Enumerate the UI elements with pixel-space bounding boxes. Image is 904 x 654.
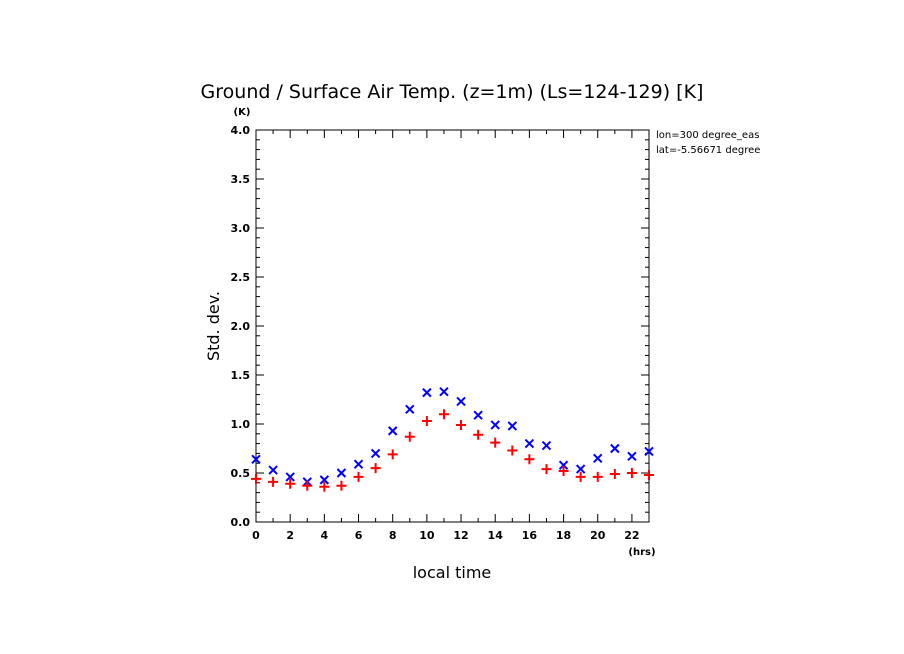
x-axis-unit: (hrs)	[628, 547, 655, 558]
plus-marker-point	[507, 445, 518, 456]
x-marker-point	[473, 410, 483, 420]
x-tick-label: 18	[556, 529, 571, 542]
plus-marker-point	[404, 431, 415, 442]
plus-marker-point	[558, 466, 569, 477]
plus-marker-point	[456, 419, 467, 430]
y-tick-label: 4.0	[231, 124, 251, 137]
y-axis-unit: (K)	[234, 107, 251, 118]
y-axis-label: Std. dev.	[204, 291, 223, 361]
plus-marker-point	[251, 473, 261, 484]
plus-marker-point	[592, 471, 603, 482]
y-tick-label: 3.0	[231, 222, 251, 235]
plus-marker-point	[575, 471, 586, 482]
plus-marker-point	[609, 468, 620, 479]
x-marker-point	[456, 396, 466, 407]
x-marker-point	[558, 460, 569, 470]
y-tick-label: 0.5	[231, 467, 251, 480]
x-tick-label: 6	[355, 529, 363, 542]
plus-marker-point	[421, 416, 432, 427]
x-marker-point	[610, 443, 620, 454]
plus-marker-point	[626, 468, 637, 478]
x-axis-label: local time	[413, 563, 492, 582]
y-tick-label: 2.5	[231, 271, 251, 284]
plus-marker-point	[268, 476, 279, 487]
x-marker-point	[593, 453, 603, 464]
x-tick-label: 8	[389, 529, 397, 542]
plus-marker-point	[490, 437, 501, 448]
x-marker-point	[422, 387, 432, 398]
x-marker-point	[644, 446, 654, 457]
plus-marker-point	[370, 463, 381, 474]
plus-marker-point	[319, 481, 330, 492]
x-tick-label: 0	[252, 529, 260, 542]
x-marker-point	[439, 386, 449, 397]
plus-marker-point	[541, 464, 552, 475]
x-marker-point	[405, 404, 415, 415]
x-marker-point	[285, 472, 295, 482]
chart-title: Ground / Surface Air Temp. (z=1m) (Ls=12…	[201, 81, 704, 103]
plus-marker-point	[473, 429, 484, 440]
x-tick-label: 4	[321, 529, 329, 542]
x-marker-point	[627, 451, 637, 462]
x-marker-point	[387, 426, 398, 436]
plus-marker-point	[644, 469, 654, 480]
x-marker-point	[507, 421, 518, 431]
x-tick-label: 12	[453, 529, 468, 542]
x-tick-label: 16	[522, 529, 538, 542]
x-marker-point	[490, 420, 500, 430]
plus-marker-point	[302, 480, 313, 491]
plus-marker-point	[524, 454, 535, 465]
plus-marker-point	[353, 471, 364, 482]
chart-marks: 0 2 4 6 8 10 12 14 16 18 20 22 0.0 0.5 1.0 1.5 2.0 2.5 3.0…	[231, 124, 654, 542]
annotation-lon: lon=300 degree_eas	[656, 130, 759, 141]
plus-marker-point	[438, 409, 449, 420]
y-tick-label: 3.5	[231, 173, 251, 186]
x-marker-point	[353, 459, 364, 469]
x-marker-point	[268, 465, 278, 475]
x-tick-label: 10	[419, 529, 435, 542]
x-marker-point	[319, 475, 330, 485]
y-tick-label: 2.0	[231, 320, 251, 333]
x-marker-point	[336, 468, 347, 478]
y-tick-label: 1.0	[231, 418, 251, 431]
x-marker-point	[370, 448, 381, 459]
x-tick-label: 22	[624, 529, 639, 542]
y-tick-label: 0.0	[231, 516, 251, 529]
plot-frame	[255, 129, 650, 523]
plus-marker-point	[285, 478, 296, 489]
annotation-lat: lat=-5.56671 degree	[656, 145, 760, 156]
plus-marker-point	[336, 480, 347, 491]
y-tick-label: 1.5	[231, 369, 251, 382]
x-tick-label: 14	[488, 529, 504, 542]
x-marker-point	[524, 438, 535, 449]
x-marker-point	[541, 440, 552, 451]
x-marker-point	[575, 464, 586, 474]
plus-marker-point	[387, 449, 398, 460]
x-tick-label: 2	[286, 529, 294, 542]
x-tick-label: 20	[590, 529, 606, 542]
x-marker-point	[251, 454, 261, 464]
